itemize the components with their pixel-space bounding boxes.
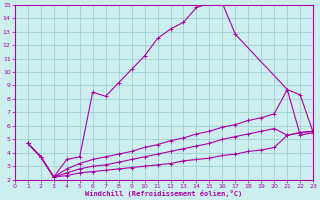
X-axis label: Windchill (Refroidissement éolien,°C): Windchill (Refroidissement éolien,°C) bbox=[85, 190, 243, 197]
